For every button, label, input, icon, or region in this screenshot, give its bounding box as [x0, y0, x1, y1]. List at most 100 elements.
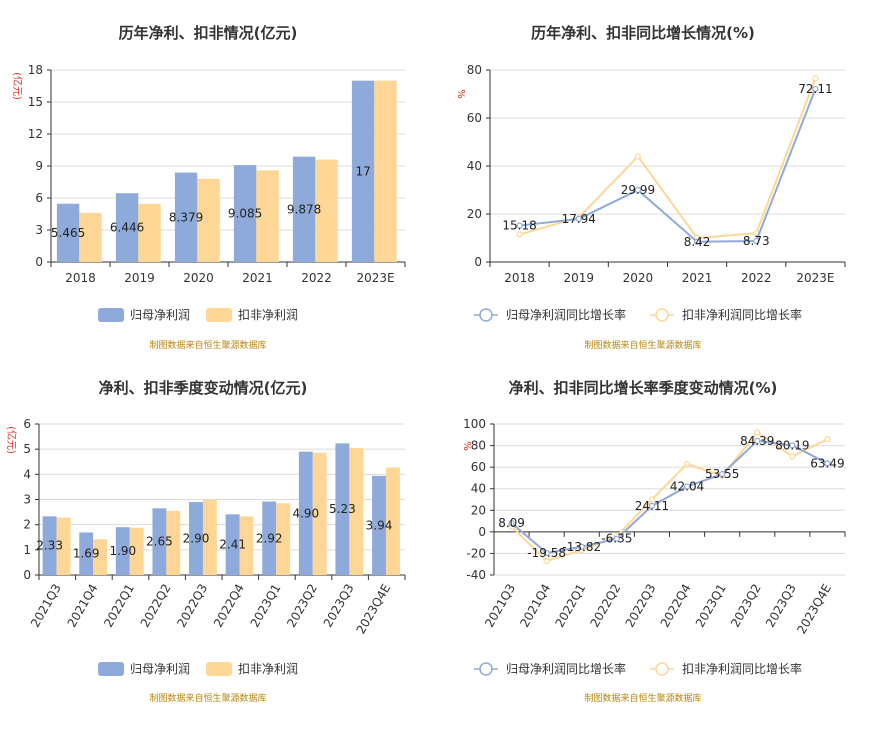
bar-secondary: [239, 516, 254, 575]
series-point: [508, 520, 515, 527]
chart-title: 净利、扣非同比增长率季度变动情况(%): [509, 379, 778, 397]
bar-primary: [56, 203, 80, 262]
x-tick-label: 2023Q3: [763, 582, 799, 630]
y-tick-label: 3: [35, 223, 43, 237]
series-point: [683, 460, 691, 468]
source-note: 制图数据来自恒生聚源数据库: [149, 692, 266, 704]
bar-primary: [225, 514, 240, 575]
x-tick-label: 2023Q2: [728, 582, 764, 630]
data-label: 17.94: [562, 212, 596, 226]
legend-label: 扣非净利润: [238, 662, 298, 676]
x-tick-label: 2023E: [356, 271, 394, 285]
x-tick-label: 2019: [563, 271, 594, 285]
x-tick-label: 2023Q3: [321, 582, 357, 630]
y-tick-label: 2: [23, 518, 31, 532]
x-tick-label: 2021: [682, 271, 713, 285]
bar-secondary: [385, 467, 400, 575]
y-tick-label: 12: [28, 127, 43, 141]
bar-primary: [42, 516, 57, 575]
x-tick-label: 2021Q3: [482, 582, 518, 630]
source-note: 制图数据来自恒生聚源数据库: [584, 692, 701, 704]
data-label: 2.41: [219, 538, 246, 552]
x-tick-label: 2020: [183, 271, 214, 285]
x-tick-label: 2022: [741, 271, 772, 285]
data-label: 8.09: [498, 516, 525, 530]
series-point: [613, 535, 620, 542]
data-label: 1.90: [109, 544, 136, 558]
data-label: -13.82: [562, 540, 601, 554]
bar-secondary: [93, 539, 108, 575]
bar-secondary: [315, 159, 338, 262]
x-tick-label: 2021Q3: [28, 582, 64, 630]
y-tick-label: 6: [23, 417, 31, 431]
bar-primary: [292, 156, 316, 262]
x-tick-label: 2022Q2: [588, 582, 624, 630]
series-line-secondary: [510, 431, 828, 563]
series-point: [812, 75, 819, 82]
bar-primary: [152, 508, 167, 575]
series-point: [543, 549, 550, 557]
y-tick-label: 0: [23, 568, 31, 582]
legend-swatch: [206, 308, 232, 322]
bar-secondary: [374, 80, 397, 263]
y-tick-label: 0: [35, 255, 43, 269]
y-tick-label: 6: [35, 191, 43, 205]
y-tick-label: 20: [467, 207, 482, 221]
legend-marker: [479, 308, 493, 322]
y-unit-label: (亿元): [5, 426, 18, 454]
series-line-primary: [519, 88, 817, 243]
series-point: [516, 231, 523, 238]
legend-label: 扣非净利润同比增长率: [682, 307, 802, 322]
bar-primary: [233, 165, 257, 262]
bar-secondary: [349, 447, 364, 575]
series-point: [683, 483, 691, 490]
bar-secondary: [256, 170, 279, 262]
x-tick-label: 2023Q4E: [354, 582, 394, 637]
bar-primary: [372, 475, 386, 575]
bar-primary: [174, 172, 198, 262]
x-tick-label: 2021Q4: [65, 582, 101, 630]
source-note: 制图数据来自恒生聚源数据库: [149, 339, 266, 351]
chart-title: 历年净利、扣非同比增长情况(%): [531, 24, 755, 42]
chart-title: 净利、扣非季度变动情况(亿元): [99, 379, 308, 397]
x-tick-label: 2023E: [796, 271, 834, 285]
series-point: [516, 222, 523, 229]
bar-secondary: [129, 527, 144, 575]
y-tick-label: 1: [23, 543, 31, 557]
data-label: 1.69: [73, 547, 100, 561]
x-tick-label: 2022Q4: [658, 582, 694, 630]
legend-marker: [655, 308, 669, 322]
data-label: 4.90: [292, 506, 319, 520]
y-unit-label: (亿元): [11, 72, 24, 100]
data-label: 42.04: [670, 480, 704, 494]
x-tick-label: 2022: [301, 271, 332, 285]
y-tick-label: 9: [35, 159, 43, 173]
bar-primary: [298, 451, 313, 575]
x-tick-label: 2023Q4E: [794, 582, 834, 637]
data-label: 24.11: [635, 499, 669, 513]
x-tick-label: 2018: [504, 271, 535, 285]
bar-secondary: [166, 510, 181, 575]
bar-secondary: [312, 452, 327, 575]
data-label: 6.446: [110, 221, 144, 235]
data-label: 63.49: [810, 456, 844, 470]
data-label: 15.18: [502, 219, 536, 233]
x-tick-label: 2018: [65, 271, 96, 285]
data-label: 2.90: [183, 532, 210, 546]
bar-primary: [351, 80, 375, 263]
series-point: [634, 186, 642, 194]
series-point: [824, 460, 831, 467]
data-label: -19.58: [527, 546, 566, 560]
y-tick-label: 80: [467, 63, 482, 77]
y-tick-label: 0: [478, 525, 486, 539]
y-tick-label: 40: [471, 482, 486, 496]
legend-label: 扣非净利润: [238, 308, 298, 322]
y-tick-label: 100: [463, 417, 486, 431]
series-point: [575, 215, 582, 223]
data-label: 2.92: [256, 531, 283, 545]
x-tick-label: 2021Q4: [517, 582, 553, 630]
series-point: [824, 436, 831, 443]
chart-panel-1: 历年净利、扣非情况(亿元) (亿元) 0 3 6 9 12 15 18 2018 2019 2020 2…: [11, 24, 406, 351]
x-tick-label: 2022Q3: [623, 582, 659, 630]
y-tick-label: -20: [466, 546, 486, 560]
